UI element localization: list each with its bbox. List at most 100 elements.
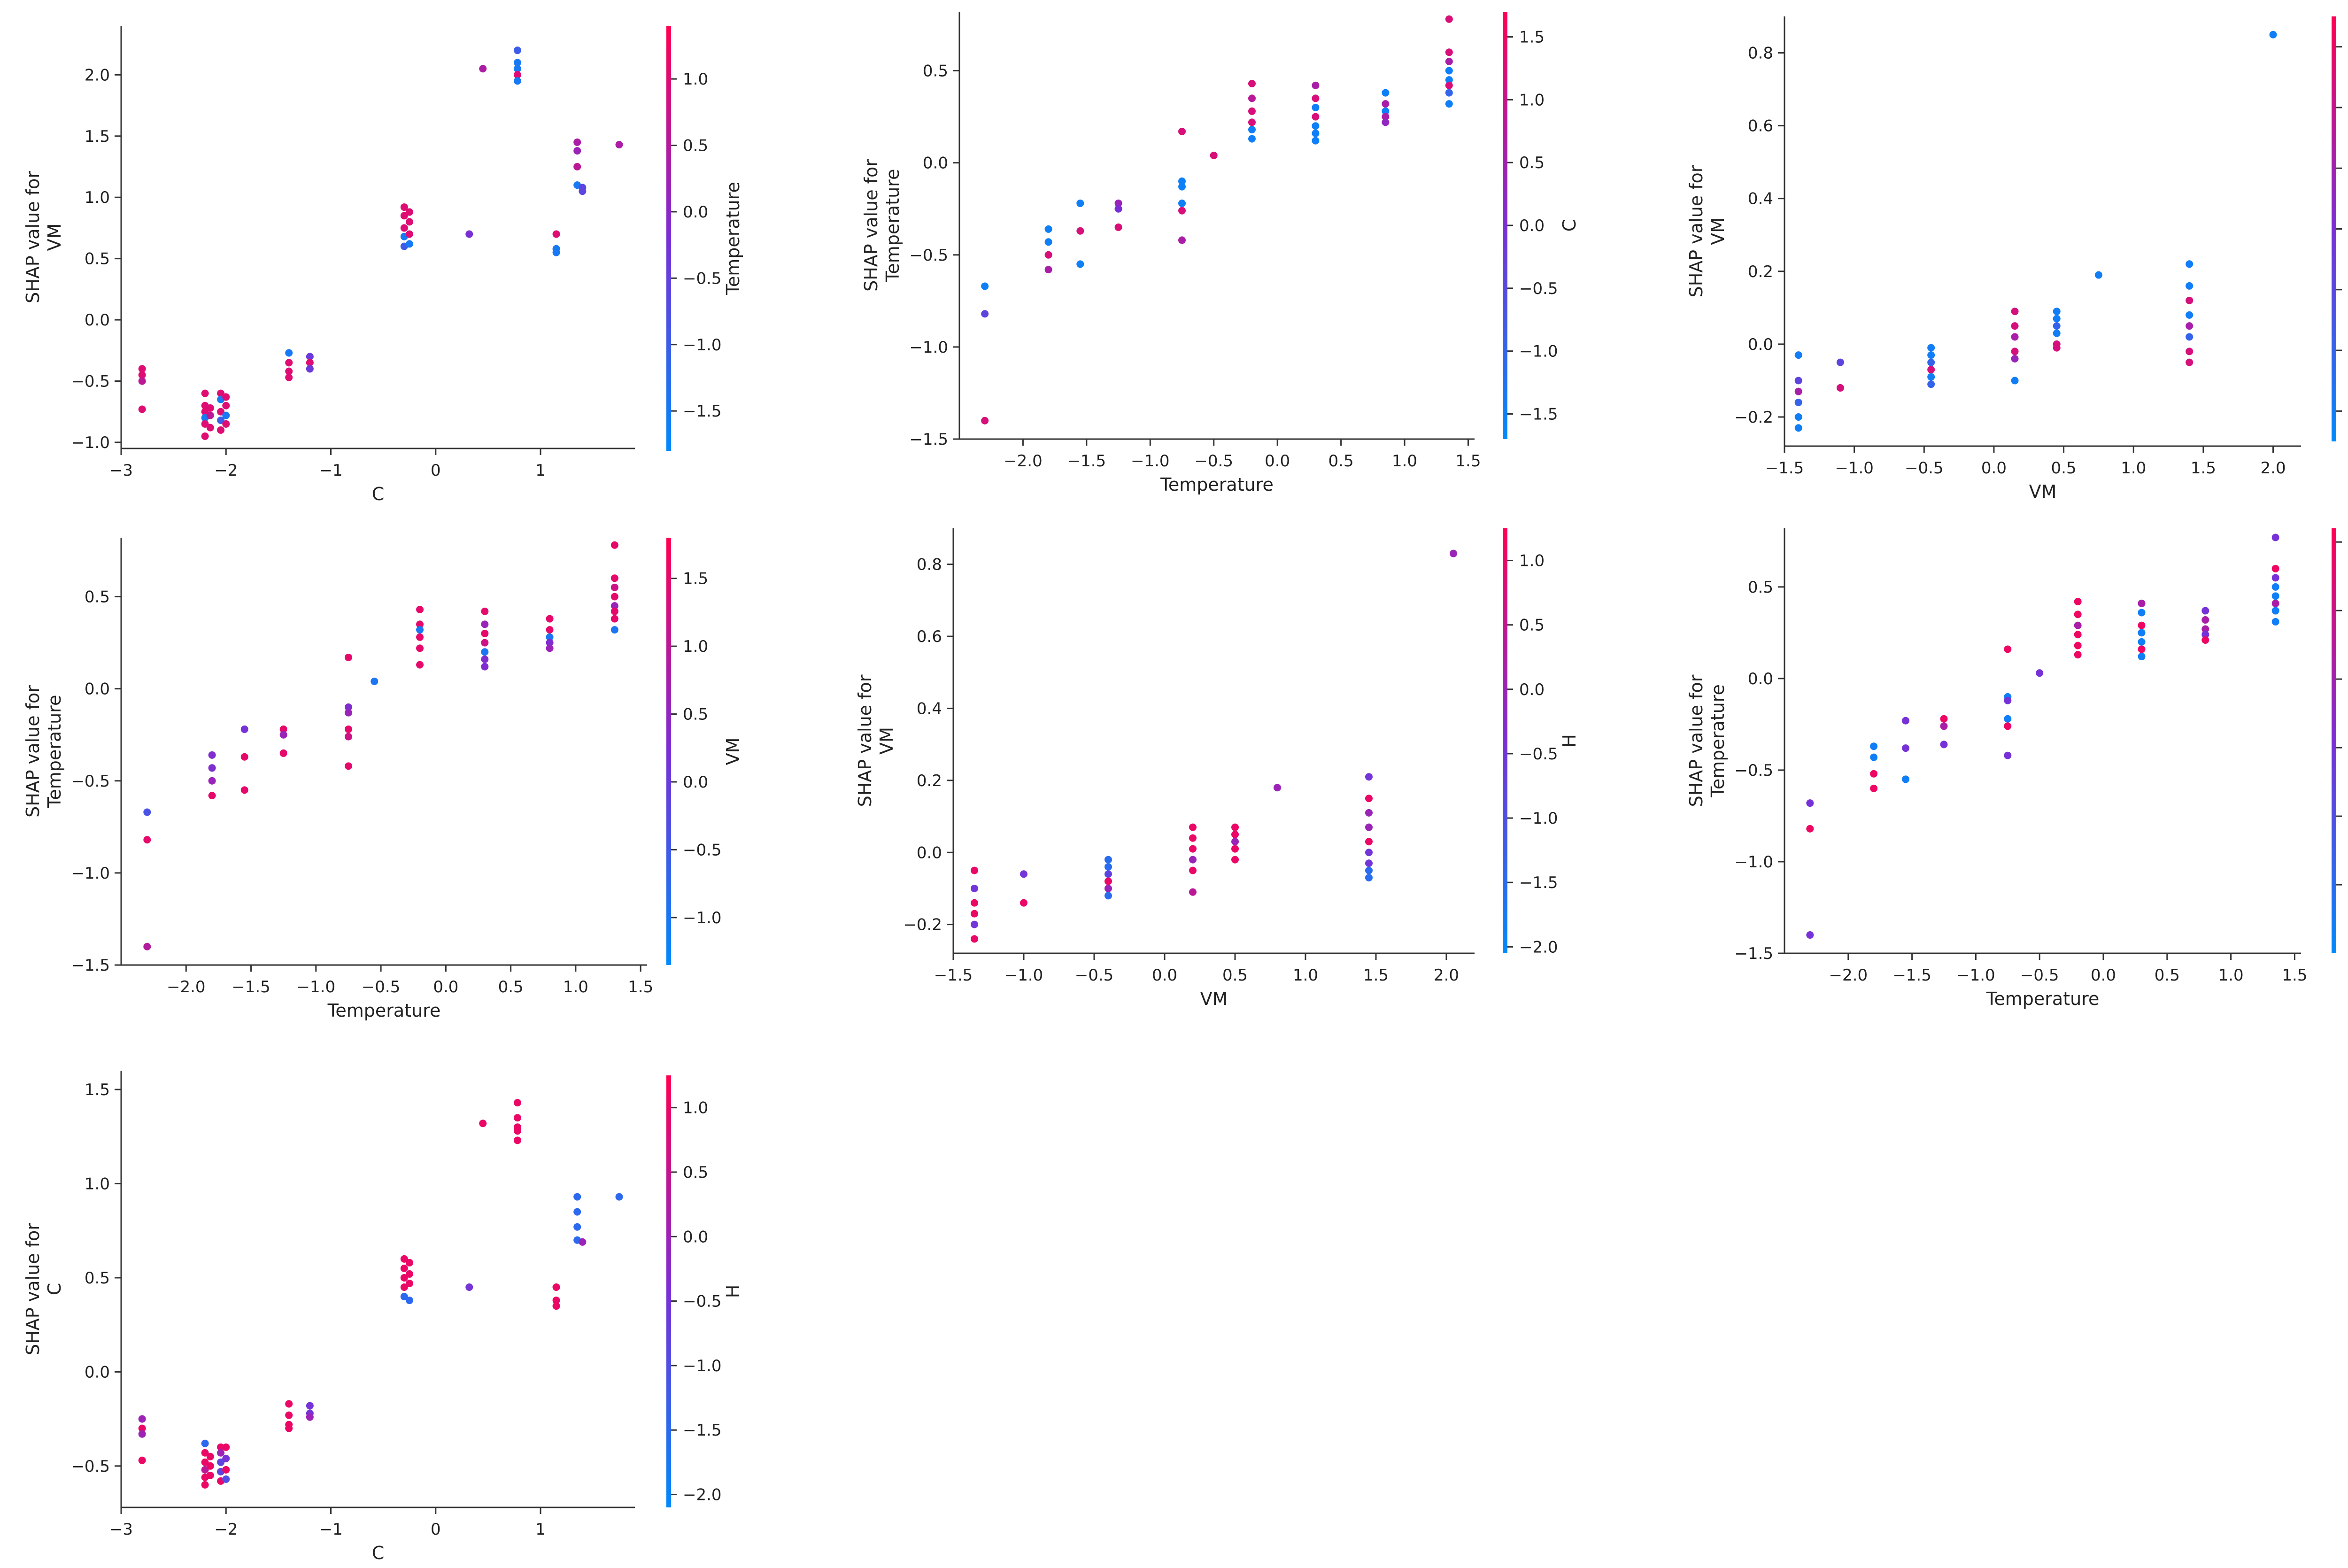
data-point — [416, 605, 424, 613]
data-point — [1312, 103, 1320, 111]
data-point — [2271, 599, 2279, 607]
data-point — [610, 626, 618, 634]
data-point — [217, 389, 225, 397]
data-point — [2271, 564, 2279, 572]
data-point — [416, 644, 424, 652]
data-point — [405, 1270, 413, 1278]
data-point — [217, 1449, 225, 1457]
data-point — [405, 1259, 413, 1267]
data-point — [573, 147, 581, 155]
data-point — [1445, 89, 1453, 97]
data-point — [201, 1466, 209, 1474]
data-point — [1382, 107, 1390, 115]
scatter-points — [1806, 533, 2279, 939]
y-tick-label: 0.4 — [917, 699, 942, 718]
data-point — [285, 1400, 293, 1408]
x-tick-label: 1.5 — [628, 978, 653, 996]
data-point — [1794, 351, 1802, 359]
data-point — [2201, 636, 2209, 644]
colorbar-tick-label: −2.0 — [683, 1486, 722, 1505]
x-tick-label: −3 — [109, 1520, 133, 1539]
data-point — [1450, 549, 1457, 557]
data-point — [1445, 76, 1453, 84]
data-point — [206, 411, 214, 419]
x-tick-label: −2.0 — [1829, 966, 1868, 985]
x-tick-label: −0.5 — [2020, 966, 2059, 985]
data-point — [1104, 870, 1112, 878]
data-point — [1365, 866, 1373, 874]
x-tick-label: 0.0 — [433, 978, 458, 996]
data-point — [479, 1120, 487, 1128]
x-tick-label: −3 — [109, 461, 133, 480]
colorbar-tick-label: 0.5 — [1519, 154, 1545, 172]
data-point — [546, 626, 554, 634]
data-point — [481, 607, 489, 615]
data-point — [2271, 592, 2279, 600]
data-point — [143, 808, 151, 816]
data-point — [615, 1193, 623, 1201]
shap-panel-1: −3 −2 −1 0 1 −1.0 −0.5 0.0 0.5 1.0 1.5 2.0 C SHAP val… — [23, 26, 743, 504]
data-point — [481, 663, 489, 671]
x-tick-label: −1.0 — [1004, 966, 1043, 985]
data-point — [206, 424, 214, 432]
data-point — [1076, 199, 1084, 207]
data-point — [2271, 618, 2279, 626]
x-tick-label: 1.0 — [2218, 966, 2244, 985]
x-tick-label: −1.0 — [297, 978, 336, 996]
data-point — [1312, 137, 1320, 145]
data-point — [1044, 238, 1052, 246]
data-point — [306, 353, 314, 361]
x-tick-label: −2 — [214, 461, 238, 480]
data-point — [222, 402, 230, 409]
data-point — [2074, 610, 2082, 618]
data-point — [1836, 384, 1844, 392]
data-point — [513, 65, 521, 73]
y-tick-label: 0.0 — [85, 1363, 110, 1382]
data-point — [1382, 113, 1390, 121]
data-point — [1382, 118, 1390, 126]
data-point — [513, 46, 521, 54]
data-point — [2004, 645, 2012, 653]
data-point — [513, 59, 521, 67]
colorbar-tick-label: −1.0 — [1519, 342, 1558, 361]
y-tick-label: 0.5 — [85, 588, 110, 607]
data-point — [2271, 607, 2279, 615]
data-point — [1794, 413, 1802, 421]
data-point — [1365, 838, 1373, 846]
y-tick-label: −0.5 — [71, 1457, 110, 1476]
data-point — [1940, 741, 1948, 749]
data-point — [416, 661, 424, 669]
data-point — [1382, 100, 1390, 108]
data-point — [1927, 380, 1935, 388]
x-tick-label: −2.0 — [1004, 452, 1043, 471]
data-point — [1020, 870, 1027, 878]
x-axis-label: Temperature — [327, 1000, 441, 1021]
data-point — [2004, 722, 2012, 730]
data-point — [240, 753, 248, 761]
data-point — [513, 77, 521, 85]
data-point — [1382, 89, 1390, 97]
colorbar — [2332, 16, 2336, 441]
shap-panel-7: −3 −2 −1 0 1 −0.5 0.0 0.5 1.0 1.5 C SHAP value forC… — [23, 1071, 743, 1563]
data-point — [405, 218, 413, 226]
data-point — [552, 1283, 560, 1291]
data-point — [573, 138, 581, 146]
data-point — [1114, 223, 1122, 231]
data-point — [400, 1293, 408, 1301]
data-point — [1178, 207, 1186, 215]
data-point — [573, 163, 581, 170]
data-point — [1806, 799, 1814, 807]
data-point — [1836, 358, 1844, 366]
x-tick-label: −1 — [319, 1520, 342, 1539]
data-point — [201, 389, 209, 397]
data-point — [206, 404, 214, 412]
data-point — [552, 1297, 560, 1305]
x-tick-label: 1 — [535, 461, 546, 480]
data-point — [1445, 67, 1453, 75]
data-point — [1794, 398, 1802, 406]
scatter-points — [1794, 31, 2277, 432]
data-point — [143, 942, 151, 950]
x-axis-label: VM — [1200, 989, 1228, 1009]
x-tick-label: 1.0 — [2121, 459, 2146, 478]
